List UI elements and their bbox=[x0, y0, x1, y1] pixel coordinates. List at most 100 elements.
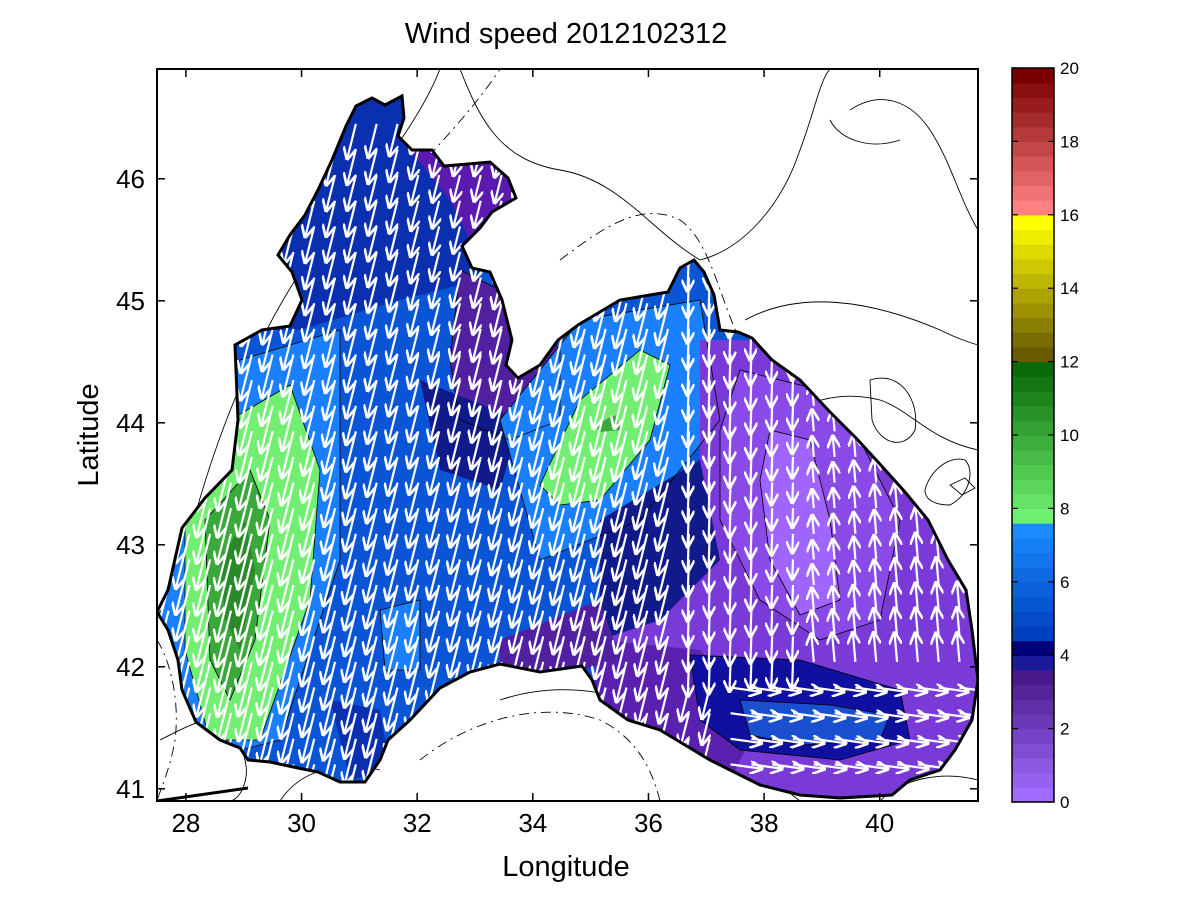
wind-arrow bbox=[957, 607, 960, 637]
colorbar-band bbox=[1012, 640, 1054, 656]
wind-arrow bbox=[854, 461, 856, 483]
wind-arrow bbox=[855, 713, 887, 717]
colorbar-band bbox=[1012, 273, 1054, 289]
colorbar-band bbox=[1012, 112, 1054, 128]
wind-arrow bbox=[812, 436, 814, 458]
wind-arrow bbox=[874, 510, 876, 534]
wind-arrow bbox=[389, 123, 397, 156]
wind-arrow bbox=[812, 540, 814, 560]
wind-arrow bbox=[812, 565, 814, 586]
wind-arrow bbox=[812, 611, 814, 637]
wind-arrow bbox=[792, 482, 793, 503]
colorbar-band bbox=[1012, 787, 1054, 803]
colorbar-band bbox=[1012, 156, 1054, 172]
colorbar-band bbox=[1012, 317, 1054, 333]
wind-arrow bbox=[896, 764, 928, 768]
wind-arrow bbox=[772, 739, 802, 743]
colorbar-band bbox=[1012, 611, 1054, 627]
wind-arrow bbox=[772, 713, 802, 717]
wind-arrow bbox=[853, 435, 855, 458]
wind-arrow bbox=[792, 585, 793, 606]
colorbar-band bbox=[1012, 170, 1054, 187]
wind-arrow bbox=[833, 563, 835, 586]
wind-arrow bbox=[874, 560, 876, 586]
wind-arrow bbox=[636, 379, 649, 427]
colorbar-band bbox=[1012, 346, 1054, 363]
wind-arrow bbox=[345, 636, 357, 681]
wind-arrow bbox=[833, 514, 835, 534]
colorbar-band bbox=[1012, 376, 1054, 392]
colorbar-band bbox=[1012, 508, 1054, 524]
colorbar-band bbox=[1012, 390, 1054, 407]
wind-arrow bbox=[432, 200, 439, 229]
colorbar-band bbox=[1012, 214, 1054, 231]
wind-arrow bbox=[730, 610, 731, 640]
x-tick-label: 30 bbox=[287, 808, 316, 838]
colorbar-band bbox=[1012, 405, 1054, 421]
wind-arrow bbox=[730, 764, 762, 768]
wind-arrow bbox=[792, 559, 793, 579]
colorbar-band bbox=[1012, 523, 1054, 539]
wind-arrow bbox=[750, 661, 751, 690]
colorbar-band bbox=[1012, 669, 1054, 686]
x-tick-label: 34 bbox=[518, 808, 547, 838]
colorbar-band bbox=[1012, 141, 1054, 157]
y-tick-label: 45 bbox=[116, 286, 145, 316]
x-tick-label: 28 bbox=[171, 808, 200, 838]
wind-arrow bbox=[751, 713, 781, 717]
wind-arrow bbox=[552, 405, 566, 453]
wind-arrow bbox=[834, 688, 866, 692]
wind-arrow bbox=[832, 633, 835, 663]
colorbar-tick-label: 0 bbox=[1060, 793, 1069, 812]
wind-arrow bbox=[750, 482, 751, 509]
colorbar-band bbox=[1012, 596, 1054, 612]
colorbar-band bbox=[1012, 567, 1054, 583]
colorbar-band bbox=[1012, 185, 1054, 201]
colorbar-band bbox=[1012, 699, 1054, 715]
wind-arrow bbox=[750, 533, 751, 559]
wind-arrow bbox=[771, 431, 772, 456]
plot-area bbox=[157, 69, 978, 801]
wind-arrow bbox=[771, 610, 772, 635]
wind-arrow bbox=[771, 456, 772, 480]
wind-arrow bbox=[750, 405, 751, 435]
colorbar-tick-label: 10 bbox=[1060, 426, 1079, 445]
y-tick-label: 46 bbox=[116, 164, 145, 194]
wind-arrow bbox=[792, 636, 793, 661]
wind-arrow bbox=[792, 739, 824, 743]
wind-arrow bbox=[812, 515, 814, 534]
colorbar-tick-label: 12 bbox=[1060, 353, 1079, 372]
wind-arrow bbox=[895, 608, 897, 637]
wind-arrow bbox=[750, 610, 751, 637]
colorbar-tick-label: 2 bbox=[1060, 720, 1069, 739]
wind-arrow bbox=[896, 688, 927, 692]
wind-arrow bbox=[894, 633, 897, 663]
wind-arrow bbox=[874, 632, 877, 663]
wind-arrow bbox=[261, 405, 274, 453]
colorbar-band bbox=[1012, 625, 1054, 642]
wind-arrow bbox=[895, 483, 897, 509]
wind-arrow bbox=[936, 557, 938, 586]
colorbar-band bbox=[1012, 229, 1054, 245]
colorbar-band bbox=[1012, 757, 1054, 774]
wind-arrow bbox=[896, 739, 928, 743]
colorbar-band bbox=[1012, 537, 1054, 554]
wind-arrow bbox=[323, 559, 337, 606]
x-axis-label: Longitude bbox=[502, 851, 629, 883]
wind-arrow bbox=[750, 636, 751, 663]
y-tick-label: 42 bbox=[116, 652, 145, 682]
colorbar-tick-label: 6 bbox=[1060, 573, 1069, 592]
wind-arrow bbox=[811, 634, 813, 663]
wind-arrow bbox=[750, 559, 751, 584]
wind-arrow bbox=[874, 584, 876, 611]
x-axis: 28 30 32 34 36 38 40 bbox=[171, 69, 894, 838]
wind-arrow bbox=[771, 661, 772, 689]
wind-arrow bbox=[917, 739, 949, 743]
wind-arrow bbox=[771, 380, 772, 407]
wind-arrow bbox=[750, 508, 751, 533]
wind-arrow bbox=[936, 582, 938, 611]
wind-arrow bbox=[895, 509, 897, 534]
wind-arrow bbox=[345, 661, 357, 708]
colorbar-band bbox=[1012, 82, 1054, 98]
wind-arrow bbox=[792, 508, 793, 528]
